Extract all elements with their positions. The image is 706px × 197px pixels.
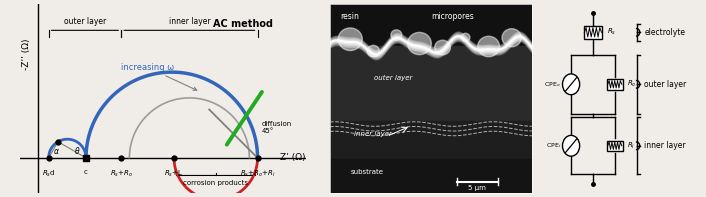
Circle shape — [435, 40, 450, 55]
Text: $R_o$: $R_o$ — [627, 79, 637, 89]
Text: substrate: substrate — [350, 169, 383, 175]
Bar — [607, 141, 623, 151]
Circle shape — [502, 29, 521, 47]
Circle shape — [461, 33, 470, 42]
Text: CPE$_i$: CPE$_i$ — [546, 141, 561, 150]
Text: electrolyte: electrolyte — [645, 28, 686, 37]
Text: outer layer: outer layer — [64, 17, 106, 26]
Text: $R_s$+L: $R_s$+L — [164, 169, 184, 179]
Text: inner layer: inner layer — [169, 17, 210, 26]
Text: resin: resin — [340, 11, 359, 20]
Circle shape — [563, 74, 580, 95]
Circle shape — [338, 28, 362, 50]
Circle shape — [478, 36, 500, 57]
Text: AC method: AC method — [213, 19, 273, 29]
Text: micropores: micropores — [431, 11, 474, 20]
Bar — [330, 46, 532, 121]
Text: 5 μm: 5 μm — [469, 185, 486, 191]
Text: $\theta$: $\theta$ — [74, 145, 80, 156]
Text: -Z’’ (Ω): -Z’’ (Ω) — [22, 39, 31, 70]
Text: $R_s$+$R_o$+$R_i$: $R_s$+$R_o$+$R_i$ — [240, 169, 275, 179]
Text: corrosion products: corrosion products — [184, 180, 249, 186]
Circle shape — [367, 45, 379, 57]
Text: diffusion
45°: diffusion 45° — [262, 121, 292, 134]
Text: inner layer: inner layer — [645, 141, 686, 150]
Bar — [330, 121, 532, 159]
Text: CPE$_o$: CPE$_o$ — [544, 80, 561, 89]
Text: $R_i$: $R_i$ — [627, 141, 635, 151]
Text: $\alpha$: $\alpha$ — [53, 147, 60, 156]
Circle shape — [563, 135, 580, 156]
Text: increasing ω: increasing ω — [121, 63, 197, 90]
Text: $R_s$: $R_s$ — [607, 27, 616, 37]
Text: $R_s$+$R_o$: $R_s$+$R_o$ — [109, 169, 133, 179]
Text: Z’ (Ω): Z’ (Ω) — [280, 153, 305, 162]
Bar — [584, 26, 602, 39]
Bar — [330, 4, 532, 46]
Text: outer layer: outer layer — [374, 74, 413, 81]
Text: outer layer: outer layer — [645, 80, 687, 89]
Text: c: c — [84, 169, 88, 175]
Bar — [607, 79, 623, 89]
Text: $R_s$d: $R_s$d — [42, 169, 55, 179]
Circle shape — [407, 32, 431, 55]
Text: inner layer: inner layer — [354, 131, 392, 137]
Bar — [330, 159, 532, 193]
Circle shape — [391, 30, 402, 40]
